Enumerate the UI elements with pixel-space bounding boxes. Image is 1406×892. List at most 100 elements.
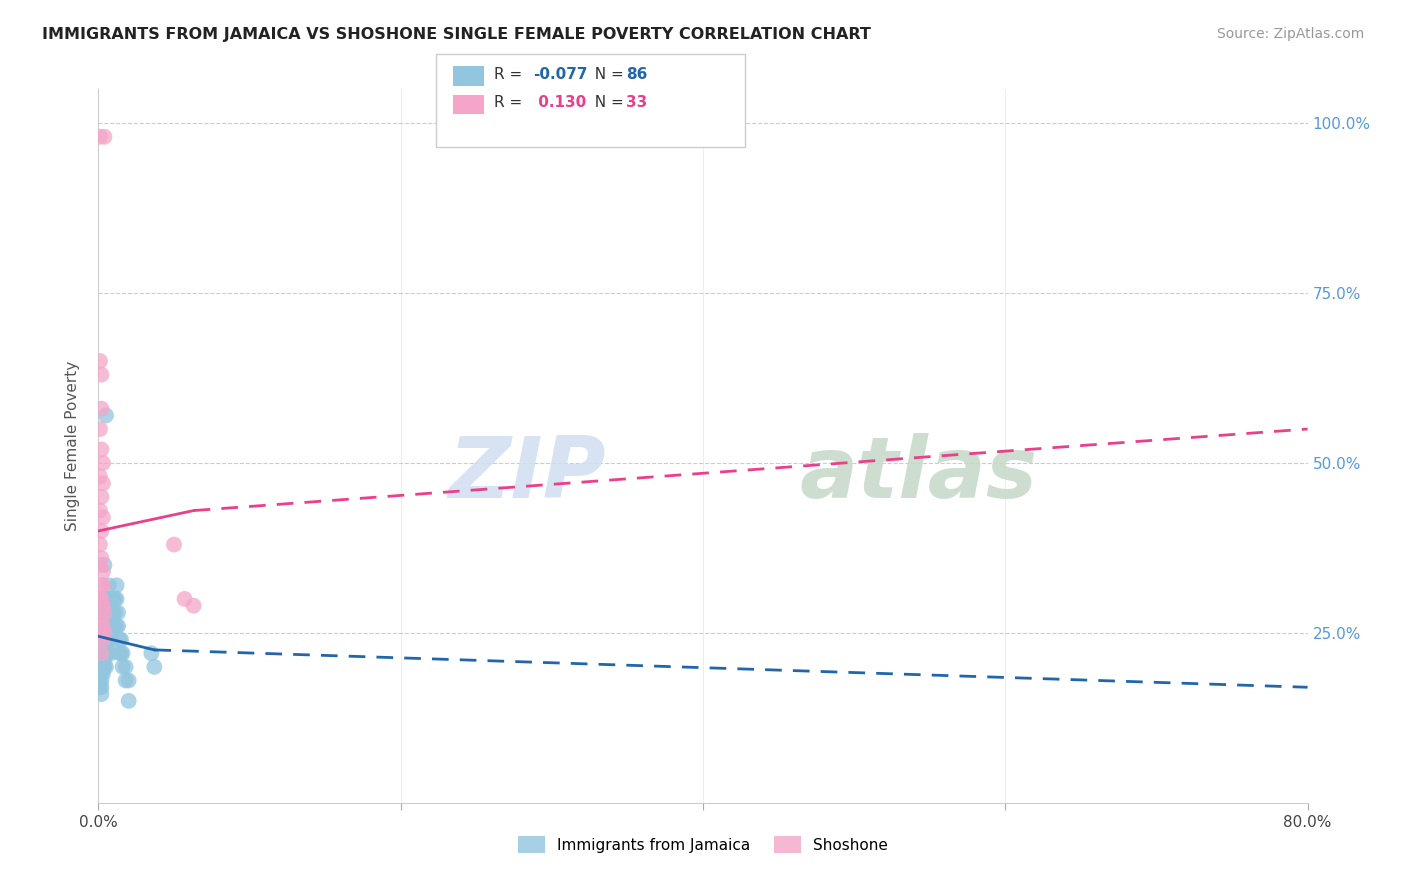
- Text: Source: ZipAtlas.com: Source: ZipAtlas.com: [1216, 27, 1364, 41]
- Point: [93, 558, 115, 572]
- Point: [118, 673, 141, 688]
- Point: [90, 666, 112, 681]
- Point: [110, 646, 132, 660]
- Point: [91, 606, 114, 620]
- Point: [183, 599, 205, 613]
- Point: [100, 591, 122, 606]
- Point: [93, 606, 115, 620]
- Point: [107, 619, 129, 633]
- Point: [91, 619, 114, 633]
- Point: [90, 368, 112, 382]
- Point: [91, 666, 114, 681]
- Y-axis label: Single Female Poverty: Single Female Poverty: [65, 361, 80, 531]
- Point: [89, 640, 111, 654]
- Point: [110, 632, 132, 647]
- Point: [100, 606, 122, 620]
- Point: [91, 456, 114, 470]
- Point: [93, 660, 115, 674]
- Point: [91, 565, 114, 579]
- Point: [90, 524, 112, 538]
- Point: [104, 591, 127, 606]
- Point: [90, 606, 112, 620]
- Point: [91, 476, 114, 491]
- Point: [107, 606, 129, 620]
- Point: [98, 606, 121, 620]
- Point: [91, 640, 114, 654]
- Point: [89, 619, 111, 633]
- Point: [94, 660, 117, 674]
- Point: [89, 503, 111, 517]
- Text: N =: N =: [585, 95, 628, 111]
- Text: atlas: atlas: [800, 433, 1038, 516]
- Point: [89, 129, 111, 144]
- Point: [103, 591, 125, 606]
- Point: [163, 537, 186, 551]
- Point: [90, 646, 112, 660]
- Point: [100, 619, 122, 633]
- Point: [111, 646, 134, 660]
- Text: IMMIGRANTS FROM JAMAICA VS SHOSHONE SINGLE FEMALE POVERTY CORRELATION CHART: IMMIGRANTS FROM JAMAICA VS SHOSHONE SING…: [42, 27, 872, 42]
- Point: [89, 606, 111, 620]
- Point: [93, 606, 115, 620]
- Text: R =: R =: [494, 67, 527, 82]
- Point: [90, 640, 112, 654]
- Point: [90, 687, 112, 701]
- Text: ZIP: ZIP: [449, 433, 606, 516]
- Point: [89, 653, 111, 667]
- Point: [90, 653, 112, 667]
- Point: [104, 606, 127, 620]
- Point: [89, 591, 111, 606]
- Point: [90, 442, 112, 457]
- Point: [93, 591, 115, 606]
- Point: [90, 591, 112, 606]
- Point: [96, 591, 118, 606]
- Point: [89, 422, 111, 436]
- Point: [94, 646, 117, 660]
- Point: [89, 632, 111, 647]
- Point: [96, 632, 118, 647]
- Point: [96, 606, 118, 620]
- Point: [89, 558, 111, 572]
- Point: [90, 673, 112, 688]
- Point: [105, 578, 128, 592]
- Point: [89, 680, 111, 694]
- Point: [98, 619, 121, 633]
- Point: [114, 673, 136, 688]
- Point: [105, 591, 128, 606]
- Point: [101, 591, 124, 606]
- Point: [90, 619, 112, 633]
- Point: [91, 632, 114, 647]
- Point: [89, 537, 111, 551]
- Point: [91, 578, 114, 592]
- Point: [89, 626, 111, 640]
- Point: [90, 680, 112, 694]
- Point: [90, 551, 112, 566]
- Text: 33: 33: [626, 95, 647, 111]
- Point: [93, 632, 115, 647]
- Point: [94, 409, 117, 423]
- Legend: Immigrants from Jamaica, Shoshone: Immigrants from Jamaica, Shoshone: [512, 830, 894, 859]
- Point: [93, 653, 115, 667]
- Point: [96, 619, 118, 633]
- Point: [101, 632, 124, 647]
- Text: N =: N =: [585, 67, 628, 82]
- Point: [143, 660, 166, 674]
- Point: [89, 666, 111, 681]
- Point: [98, 632, 121, 647]
- Point: [91, 632, 114, 647]
- Point: [91, 626, 114, 640]
- Point: [108, 632, 131, 647]
- Point: [101, 606, 124, 620]
- Point: [94, 619, 117, 633]
- Point: [93, 646, 115, 660]
- Point: [94, 632, 117, 647]
- Point: [91, 599, 114, 613]
- Point: [89, 354, 111, 368]
- Point: [90, 490, 112, 504]
- Point: [90, 646, 112, 660]
- Point: [105, 619, 128, 633]
- Point: [94, 606, 117, 620]
- Point: [89, 626, 111, 640]
- Point: [173, 591, 195, 606]
- Point: [91, 646, 114, 660]
